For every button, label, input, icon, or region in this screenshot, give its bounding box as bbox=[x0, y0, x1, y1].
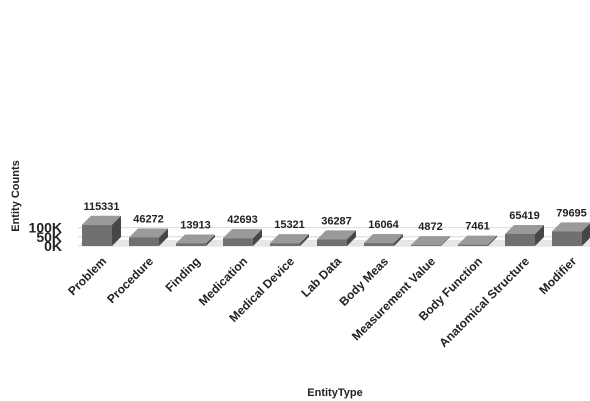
bar-front bbox=[364, 243, 394, 246]
bar bbox=[317, 230, 356, 246]
category-label: Lab Data bbox=[298, 254, 344, 300]
bar-top bbox=[82, 215, 121, 225]
bar-front bbox=[458, 244, 488, 246]
bar bbox=[458, 235, 497, 246]
data-label: 42693 bbox=[227, 214, 258, 226]
bar-side bbox=[441, 236, 450, 246]
bar-top bbox=[176, 234, 215, 244]
bar-front bbox=[552, 231, 582, 246]
data-label: 65419 bbox=[509, 210, 540, 222]
bar bbox=[552, 222, 590, 246]
y-tick-label: 50K bbox=[36, 229, 62, 245]
bar-top bbox=[364, 234, 403, 244]
data-label: 13913 bbox=[180, 219, 211, 231]
category-label: Modifier bbox=[536, 254, 579, 297]
y-axis-title: Entity Counts bbox=[10, 160, 22, 232]
data-label: 4872 bbox=[418, 221, 442, 233]
data-label: 46272 bbox=[133, 213, 164, 225]
category-label: Anatomical Structure bbox=[436, 254, 532, 350]
bar bbox=[505, 224, 544, 246]
bar-top bbox=[458, 235, 497, 245]
bar-side bbox=[112, 215, 121, 246]
bar-front bbox=[82, 224, 112, 246]
bar-side bbox=[206, 234, 215, 246]
bar-front bbox=[270, 243, 300, 246]
bar-side bbox=[300, 234, 309, 246]
bar-front bbox=[129, 237, 159, 246]
y-tick-label: 0K bbox=[44, 238, 62, 254]
category-label: Finding bbox=[163, 254, 204, 295]
bar-top bbox=[552, 222, 590, 232]
bar-side bbox=[535, 224, 544, 246]
data-label: 16064 bbox=[368, 219, 399, 231]
bar-top bbox=[223, 229, 262, 239]
bar bbox=[129, 228, 168, 246]
bar bbox=[411, 236, 450, 246]
bar-top bbox=[317, 230, 356, 240]
bar-side bbox=[159, 228, 168, 246]
bar-side bbox=[394, 234, 403, 246]
bar-front bbox=[505, 233, 535, 246]
bar-front bbox=[176, 243, 206, 246]
data-labels: 115331 46272 13913 42693 15321 36287 16064 4872… bbox=[83, 201, 586, 233]
bar-side bbox=[253, 229, 262, 246]
bars bbox=[82, 215, 590, 246]
bar-top bbox=[129, 228, 168, 238]
data-label: 79695 bbox=[556, 207, 587, 219]
bar-top bbox=[411, 236, 450, 246]
bar bbox=[176, 234, 215, 246]
data-label: 15321 bbox=[274, 219, 305, 231]
bar-side bbox=[488, 235, 497, 246]
bar-front bbox=[223, 238, 253, 246]
bar bbox=[223, 229, 262, 246]
bar bbox=[82, 215, 121, 246]
category-label: Problem bbox=[65, 254, 109, 298]
bar-front bbox=[411, 245, 441, 246]
bar-front bbox=[317, 239, 347, 246]
bar-top bbox=[270, 234, 309, 244]
bar-side bbox=[347, 230, 356, 246]
data-label: 7461 bbox=[465, 221, 489, 233]
bar-top bbox=[505, 224, 544, 234]
bar bbox=[270, 234, 309, 246]
y-tick-label: 100K bbox=[29, 220, 62, 236]
bar bbox=[364, 234, 403, 246]
category-label: Procedure bbox=[104, 254, 156, 306]
bar-side bbox=[582, 223, 590, 246]
category-label: Measurement Value bbox=[349, 254, 438, 343]
x-axis-title: EntityType bbox=[307, 387, 362, 399]
data-label: 36287 bbox=[321, 215, 352, 227]
data-label: 115331 bbox=[83, 201, 119, 213]
